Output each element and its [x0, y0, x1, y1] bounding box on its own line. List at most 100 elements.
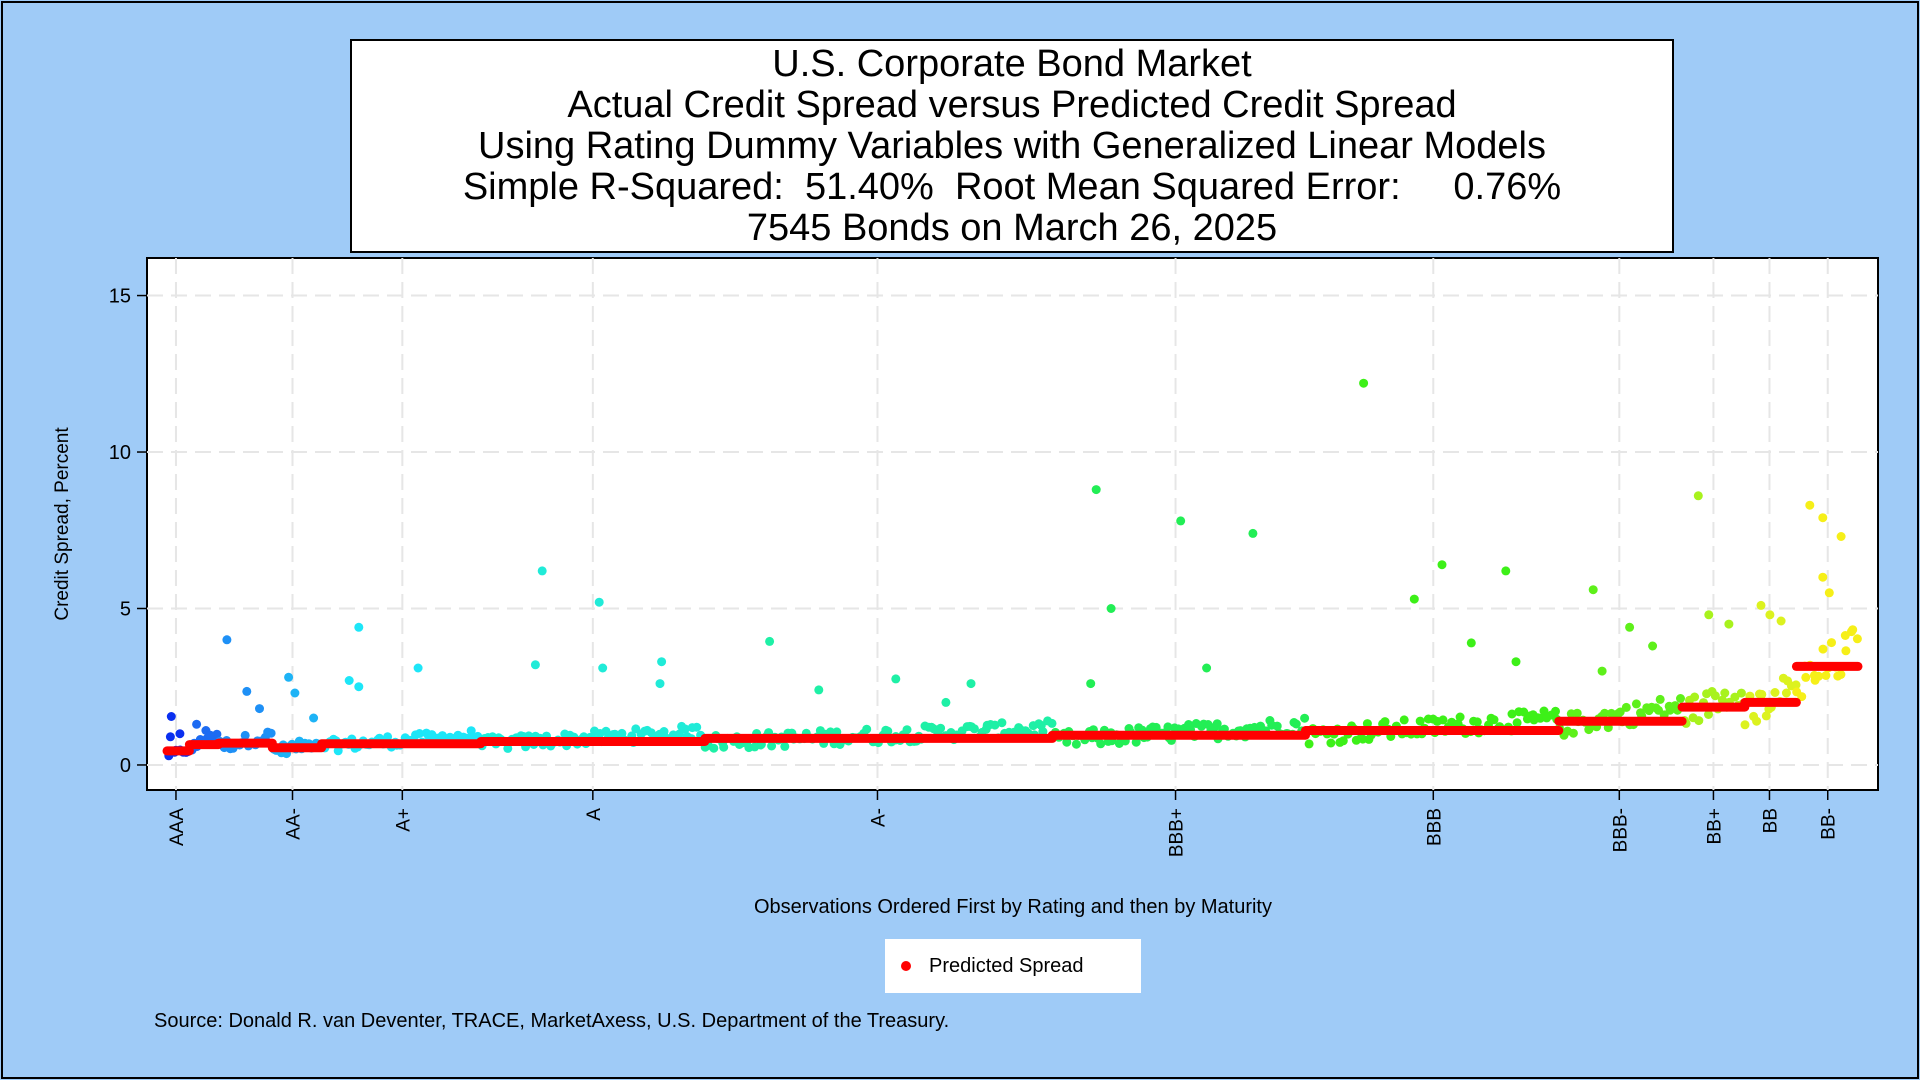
chart-title-line-4: Simple R-Squared: 51.40% Root Mean Squar…	[462, 165, 1562, 208]
data-point-BBB	[1338, 736, 1348, 746]
data-point-A-	[709, 743, 719, 753]
x-tick-label: A	[584, 808, 605, 821]
data-point-outlier-A	[657, 657, 667, 667]
legend-label-predicted: Predicted Spread	[929, 954, 1084, 977]
y-tick-label: 5	[120, 598, 131, 620]
data-point-A-	[1047, 718, 1057, 728]
data-point-outlier-BB+	[1693, 491, 1703, 501]
x-tick-label: BBB-	[1610, 808, 1631, 852]
data-point-BBB	[1455, 712, 1465, 722]
data-point-BBB	[1519, 707, 1529, 717]
data-point-outlier-AA+	[192, 719, 202, 729]
data-point-outlier-BB	[1765, 610, 1775, 620]
data-point-outlier-BBB	[1409, 594, 1419, 604]
data-point-outlier-A+	[354, 622, 364, 632]
x-tick-label: A+	[393, 808, 414, 832]
data-point-outlier-BB-	[1836, 532, 1846, 541]
data-point-BBB	[1326, 738, 1336, 748]
data-point-outlier-AA	[255, 704, 264, 714]
data-point-outlier-A-	[765, 636, 775, 646]
data-point-outlier-A	[594, 597, 604, 607]
x-tick-label: AAA	[167, 808, 188, 846]
data-point-A	[674, 729, 684, 739]
data-point-outlier-AA	[222, 635, 232, 645]
x-tick-label: BB-	[1819, 808, 1840, 840]
data-point-A	[503, 743, 513, 753]
data-point-outlier-BBB+	[1091, 485, 1101, 495]
data-point-BB-	[1841, 646, 1851, 656]
data-point-outlier-A	[537, 566, 547, 576]
data-point-outlier-AA	[242, 686, 252, 696]
data-point-A-	[767, 741, 777, 751]
data-point-BB	[1752, 716, 1762, 726]
data-point-A-	[883, 726, 893, 736]
data-point-BB-	[1801, 672, 1811, 682]
data-point-outlier-AA+	[205, 730, 215, 740]
data-point-outlier-A-	[891, 674, 901, 684]
y-tick-label: 15	[109, 286, 131, 308]
data-point-BBB	[1489, 715, 1499, 725]
data-point-outlier-A-	[966, 679, 976, 689]
data-point-BB+	[1710, 691, 1720, 701]
data-point-BBB	[1362, 719, 1372, 729]
data-point-outlier-BBB	[1437, 560, 1447, 570]
data-point-outlier-BBB+	[1176, 516, 1186, 526]
data-point-outlier-AAA	[165, 732, 175, 742]
data-point-BBB	[1304, 739, 1314, 749]
data-point-BB+	[1717, 695, 1727, 705]
data-point-BBB+	[1272, 721, 1282, 731]
data-point-A-	[902, 725, 912, 735]
data-point-BBB-	[1631, 699, 1641, 709]
data-point-outlier-BB+	[1724, 619, 1734, 629]
data-point-BB-	[1852, 634, 1862, 644]
data-point-BB+	[1704, 710, 1713, 719]
data-point-BBB	[1380, 717, 1390, 727]
data-point-BB+	[1694, 716, 1704, 726]
data-point-outlier-BB-	[1805, 500, 1815, 510]
data-point-BB-	[1797, 692, 1807, 702]
data-point-BB-	[1814, 671, 1824, 681]
data-point-BB-	[1827, 638, 1836, 648]
x-tick-label: BB	[1760, 808, 1781, 833]
chart-title-line-5: 7545 Bonds on March 26, 2025	[746, 206, 1278, 249]
x-axis-label: Observations Ordered First by Rating and…	[754, 896, 1272, 918]
data-point-BBB-	[1600, 708, 1610, 718]
data-point-outlier-BB	[1776, 616, 1786, 626]
y-tick-label: 0	[120, 755, 131, 777]
data-point-BBB	[1512, 718, 1522, 728]
data-point-outlier-BBB	[1501, 566, 1511, 576]
data-point-BBB-	[1568, 728, 1578, 738]
data-point-BB	[1770, 688, 1780, 697]
data-point-BBB-	[1621, 702, 1631, 712]
data-point-outlier-A-	[941, 697, 951, 707]
data-point-BBB+	[1300, 713, 1310, 723]
data-point-outlier-BBB	[1511, 657, 1521, 667]
data-point-A-	[990, 720, 1000, 730]
data-point-BBB	[1539, 706, 1549, 716]
data-point-BB	[1740, 720, 1750, 730]
data-point-outlier-BB-	[1824, 588, 1834, 598]
data-point-outlier-BB+	[1704, 610, 1714, 620]
data-point-outlier-BB-	[1818, 513, 1828, 523]
data-point-BB	[1761, 711, 1771, 721]
data-point-BBB	[1535, 713, 1545, 723]
data-point-outlier-BBB-	[1625, 622, 1635, 632]
data-point-BB+	[1720, 688, 1730, 698]
data-point-AA+	[212, 729, 222, 739]
data-point-A	[692, 722, 702, 732]
data-point-outlier-BBB-	[1648, 641, 1658, 651]
data-point-A-	[862, 724, 872, 734]
data-point-outlier-A+	[344, 676, 354, 685]
x-tick-label: BBB+	[1167, 808, 1188, 857]
data-point-A	[659, 727, 669, 736]
x-tick-label: A-	[868, 808, 889, 827]
data-point-outlier-A	[530, 660, 540, 670]
chart-title-box: U.S. Corporate Bond Market Actual Credit…	[350, 39, 1674, 253]
data-point-outlier-BBB	[1466, 638, 1476, 648]
data-point-BBB	[1399, 715, 1409, 725]
y-tick-label: 10	[109, 442, 131, 464]
chart-title-line-1: U.S. Corporate Bond Market	[772, 42, 1252, 85]
data-point-BBB	[1415, 716, 1425, 726]
y-axis-label: Credit Spread, Percent	[52, 427, 73, 621]
data-point-BBB	[1472, 717, 1482, 727]
